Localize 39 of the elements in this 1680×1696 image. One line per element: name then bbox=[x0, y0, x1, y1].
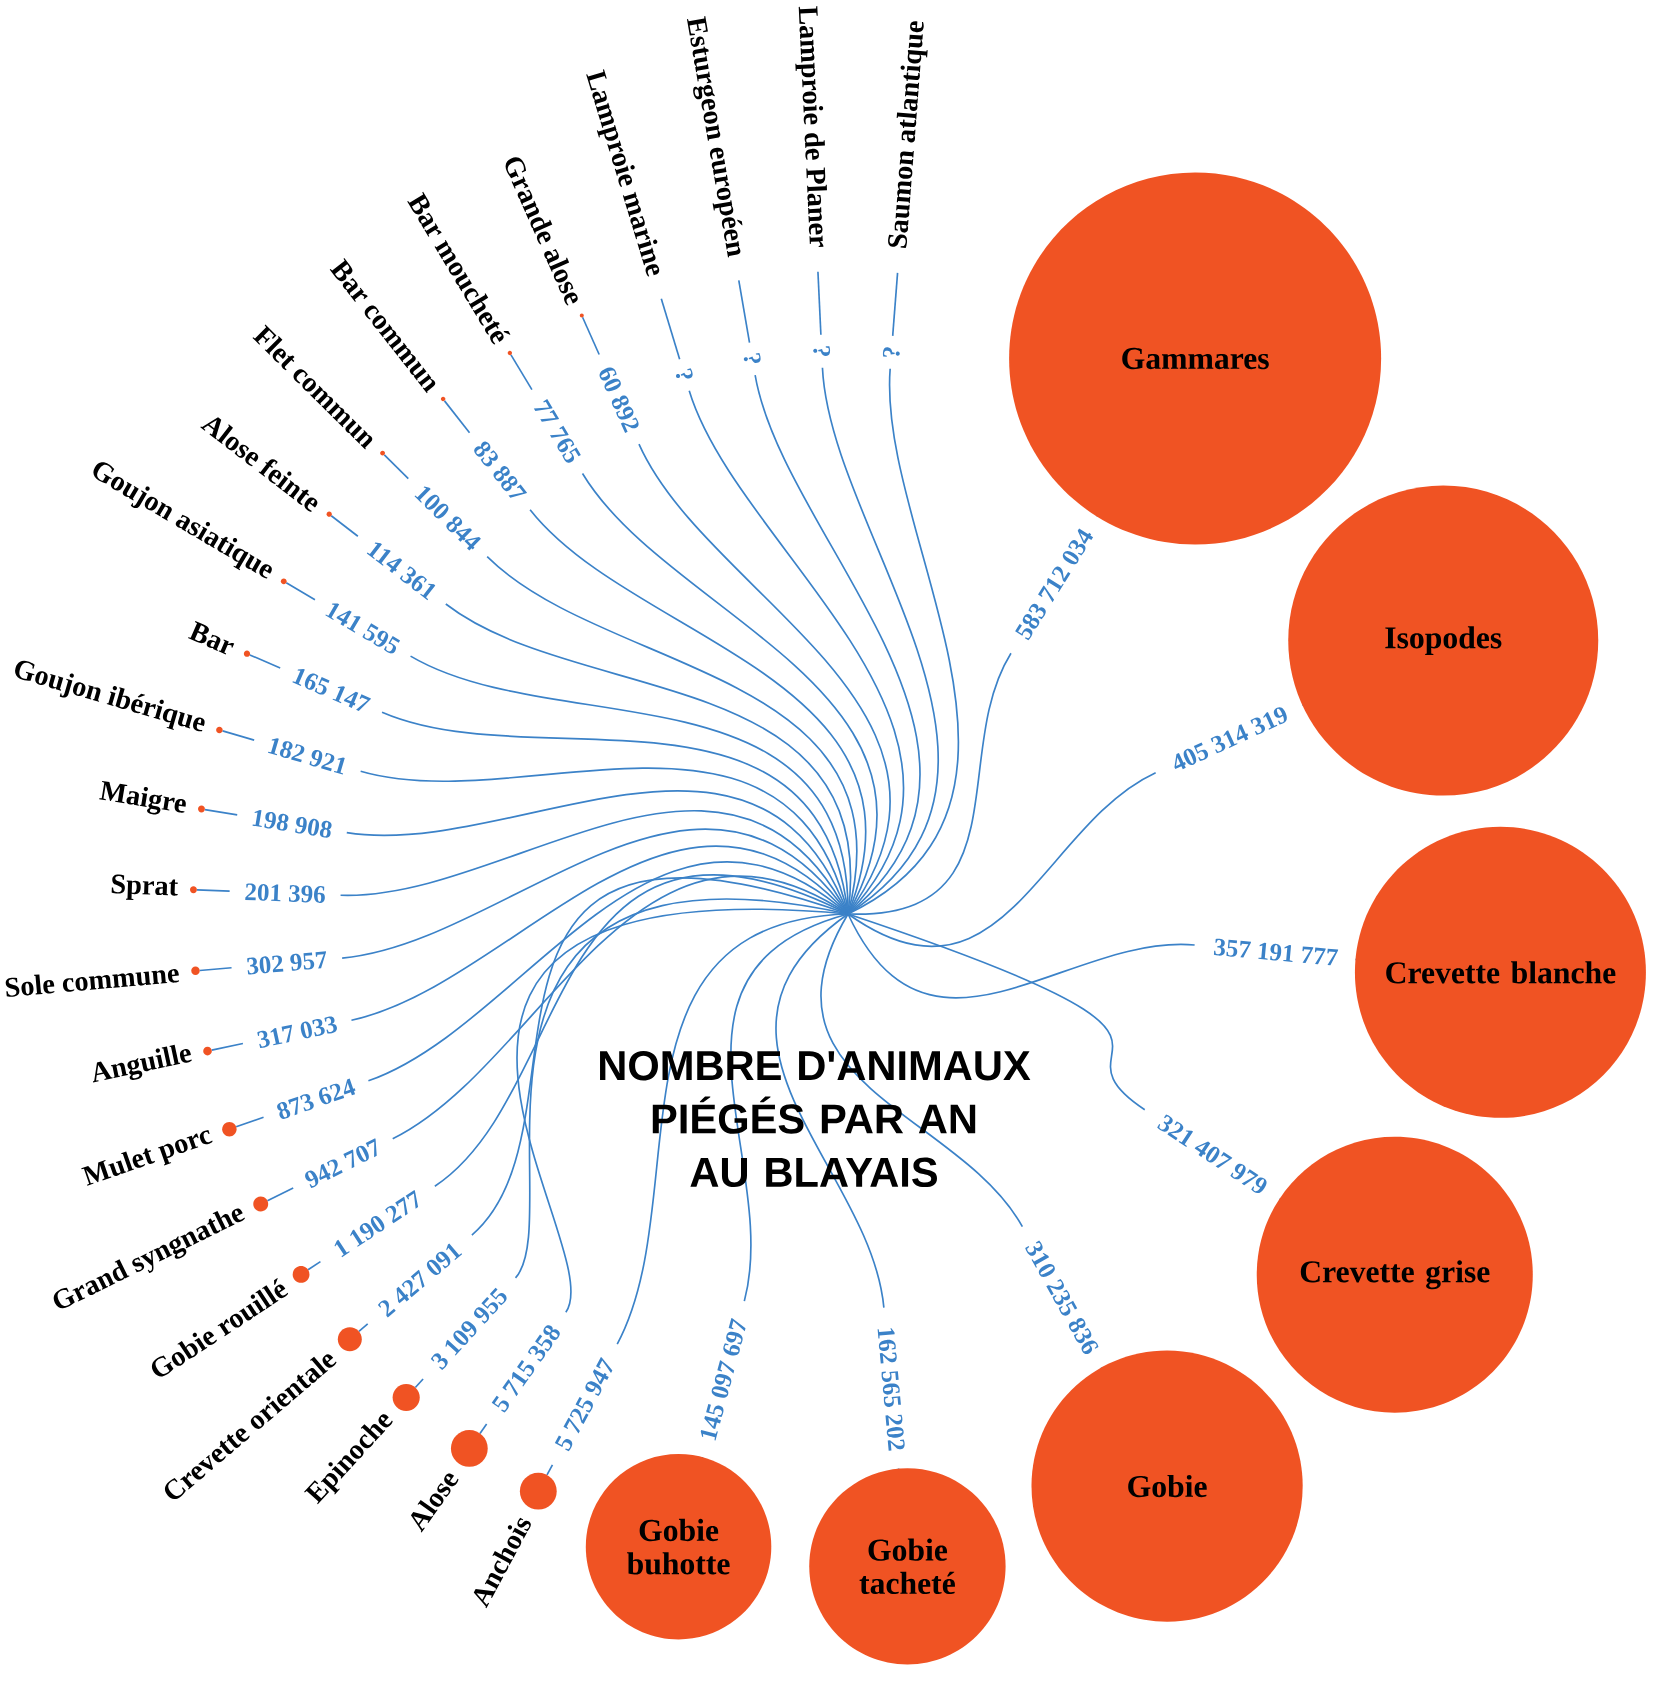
data-label: 165 147 bbox=[292, 668, 372, 711]
data-label: 873 624 bbox=[277, 1078, 356, 1119]
data-label: ? bbox=[743, 352, 761, 363]
data-label: 321 407 979 bbox=[1157, 1114, 1267, 1194]
data-label: 198 908 bbox=[252, 810, 332, 838]
category-label: Goujon ibérique bbox=[15, 660, 205, 732]
category-label: Gobie buhotte bbox=[627, 1518, 730, 1575]
data-label: 302 957 bbox=[247, 951, 326, 975]
data-label: 60 892 bbox=[599, 367, 639, 433]
category-label: Gammares bbox=[1122, 347, 1269, 370]
category-label: Sprat bbox=[111, 874, 178, 900]
category-label: Crevette grise bbox=[1300, 1260, 1490, 1290]
category-label: Lamproie de Planer bbox=[795, 6, 827, 248]
category-label: Bar bbox=[187, 621, 235, 655]
category-label: Isopodes bbox=[1385, 626, 1502, 655]
category-label: Esturgeon européen bbox=[686, 16, 743, 258]
data-label: 317 033 bbox=[257, 1016, 337, 1048]
data-label: ? bbox=[676, 368, 693, 379]
data-label: 942 707 bbox=[305, 1138, 377, 1188]
data-label: 405 314 319 bbox=[1174, 707, 1287, 770]
data-label: ? bbox=[813, 346, 831, 356]
category-label: Crevette blanche bbox=[1386, 961, 1616, 984]
data-label: 310 235 836 bbox=[1025, 1240, 1099, 1355]
data-label: 145 097 697 bbox=[700, 1318, 746, 1441]
category-label: Sole commune bbox=[5, 969, 180, 997]
category-label: Gobie tacheté bbox=[859, 1538, 955, 1595]
category-label: Gobie bbox=[1128, 1474, 1207, 1498]
data-label: 357 191 777 bbox=[1213, 938, 1339, 966]
data-label: 162 565 202 bbox=[877, 1328, 905, 1451]
category-label: Mulet porc bbox=[81, 1130, 213, 1186]
data-label: ? bbox=[882, 347, 900, 357]
category-label: Anguille bbox=[92, 1044, 192, 1083]
data-label: 141 595 bbox=[325, 603, 401, 654]
data-label: 77 765 bbox=[533, 399, 581, 463]
data-label: 182 921 bbox=[268, 738, 345, 775]
category-label: Saumon atlantique bbox=[888, 21, 928, 248]
category-label: Maigre bbox=[99, 780, 186, 815]
data-label: 201 396 bbox=[245, 883, 325, 903]
data-label: 583 712 034 bbox=[1015, 528, 1094, 641]
